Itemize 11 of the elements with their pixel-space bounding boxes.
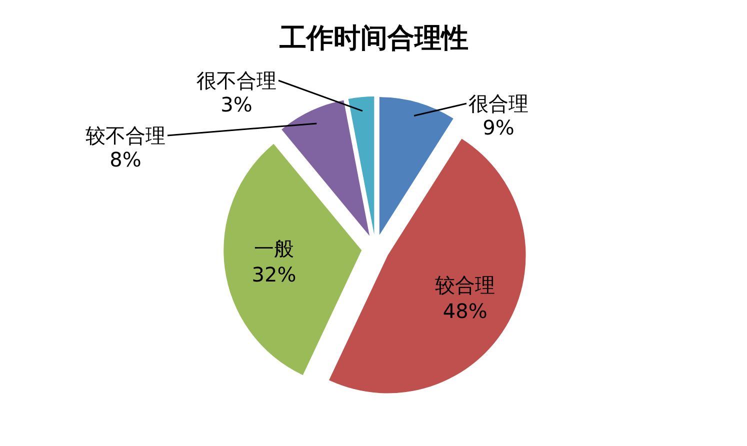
- slice-label: 较不合理: [86, 124, 166, 148]
- slice-label: 一般: [254, 236, 294, 260]
- data-label: 9%: [482, 116, 514, 140]
- data-label: 32%: [252, 262, 296, 286]
- data-label: 3%: [220, 92, 252, 116]
- slice-label: 很合理: [468, 92, 528, 116]
- data-label: 8%: [110, 148, 142, 172]
- data-label: 48%: [442, 298, 488, 323]
- slice-label: 很不合理: [196, 68, 276, 92]
- slice-label: 较合理: [435, 272, 496, 297]
- chart-title: 工作时间合理性: [278, 23, 468, 54]
